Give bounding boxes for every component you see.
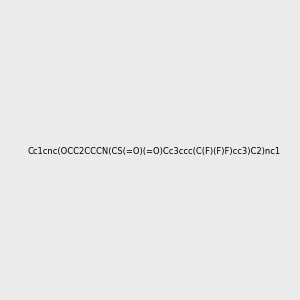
Text: Cc1cnc(OCC2CCCN(CS(=O)(=O)Cc3ccc(C(F)(F)F)cc3)C2)nc1: Cc1cnc(OCC2CCCN(CS(=O)(=O)Cc3ccc(C(F)(F)… bbox=[27, 147, 280, 156]
